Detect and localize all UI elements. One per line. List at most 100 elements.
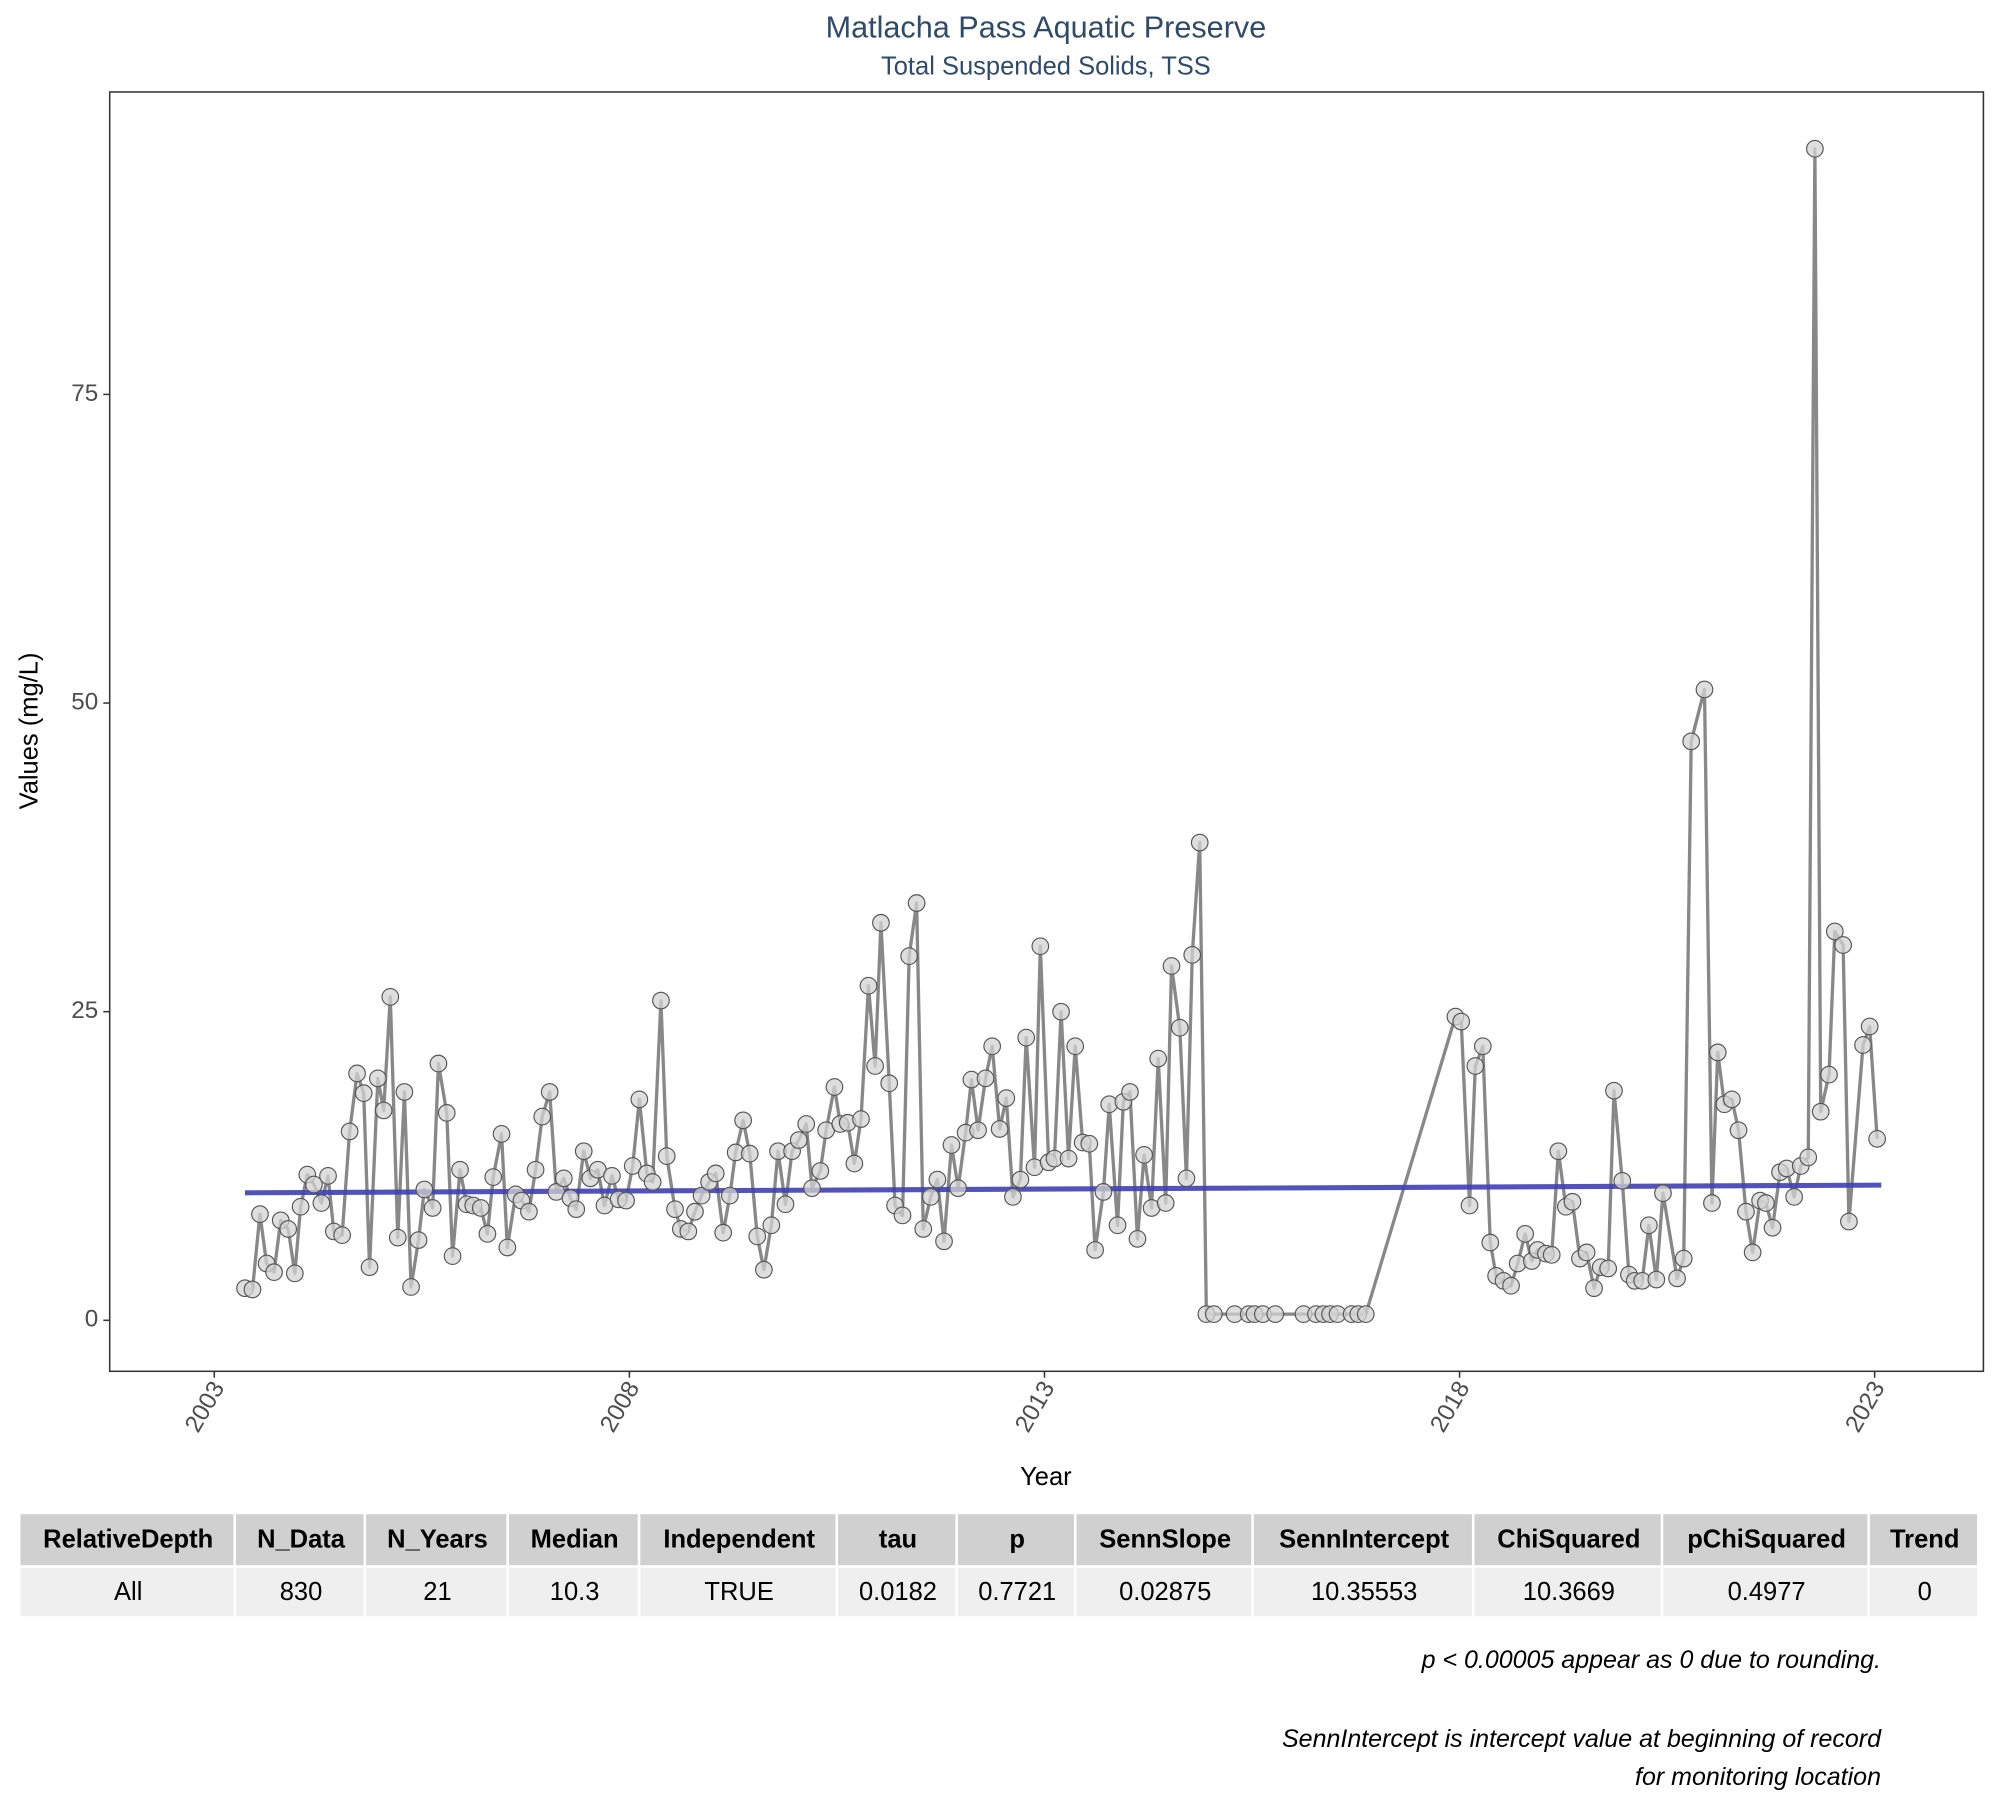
data-point xyxy=(1854,1036,1872,1054)
cell-text: 10.3 xyxy=(550,1578,600,1606)
data-point xyxy=(720,1186,739,1205)
table-cell xyxy=(1869,1567,1978,1617)
data-point xyxy=(914,1220,933,1238)
data-point xyxy=(395,1083,414,1101)
data-point xyxy=(1204,1305,1223,1324)
data-point xyxy=(643,1173,662,1191)
data-point xyxy=(825,1078,844,1096)
data-point xyxy=(976,1069,995,1088)
data-point xyxy=(526,1160,545,1179)
data-point xyxy=(368,1069,387,1088)
cell-text: 0 xyxy=(1918,1578,1932,1606)
header-cell xyxy=(1663,1514,1868,1566)
header-cell xyxy=(366,1514,507,1566)
data-point xyxy=(811,1162,830,1180)
data-point xyxy=(1840,1212,1858,1231)
data-point xyxy=(740,1144,759,1163)
data-point xyxy=(852,1110,870,1128)
data-point xyxy=(1868,1129,1887,1148)
data-point xyxy=(1149,1049,1168,1068)
data-point xyxy=(1647,1270,1666,1289)
data-point xyxy=(1170,1018,1189,1037)
data-point xyxy=(554,1169,573,1188)
note: p < 0.00005 appear as 0 due to rounding. xyxy=(1421,1646,1881,1674)
cell-text: 10.3669 xyxy=(1523,1578,1615,1606)
data-point xyxy=(533,1107,552,1126)
data-point xyxy=(348,1064,366,1083)
table-cell xyxy=(1253,1567,1472,1617)
data-point xyxy=(1674,1249,1693,1268)
data-point xyxy=(1108,1216,1127,1235)
data-point xyxy=(423,1199,442,1217)
data-point xyxy=(921,1187,940,1206)
data-point xyxy=(1811,1102,1830,1121)
data-point xyxy=(540,1083,559,1101)
data-point xyxy=(686,1202,704,1221)
data-point xyxy=(866,1057,884,1075)
data-point xyxy=(1799,1148,1818,1167)
column-header: N_Data xyxy=(257,1526,346,1554)
data-point xyxy=(1549,1142,1568,1161)
data-point xyxy=(285,1264,304,1283)
data-point xyxy=(1599,1259,1618,1278)
data-point xyxy=(603,1167,621,1185)
data-point xyxy=(1613,1171,1632,1190)
data-point xyxy=(990,1120,1009,1138)
cell-text: 0.4977 xyxy=(1728,1578,1806,1606)
cell-text: All xyxy=(114,1578,142,1606)
data-point xyxy=(333,1226,352,1244)
cell-text: 0.0182 xyxy=(859,1578,937,1606)
table-cell xyxy=(957,1567,1074,1617)
column-header: Independent xyxy=(663,1526,815,1554)
header-cell xyxy=(508,1514,638,1566)
data-point xyxy=(1516,1225,1535,1243)
data-point xyxy=(574,1142,593,1161)
data-point xyxy=(1052,1002,1070,1021)
table-cell xyxy=(235,1567,364,1617)
column-header: tau xyxy=(879,1526,917,1554)
data-point xyxy=(1502,1276,1520,1295)
data-point xyxy=(1011,1170,1030,1189)
header-cell xyxy=(838,1514,956,1566)
data-point xyxy=(354,1084,373,1103)
data-point xyxy=(623,1157,642,1175)
x-tick-label: 2018 xyxy=(1425,1377,1475,1437)
data-point xyxy=(1183,946,1202,964)
data-point xyxy=(1356,1305,1375,1324)
data-point xyxy=(652,991,670,1010)
data-point xyxy=(949,1179,968,1198)
data-point xyxy=(1156,1194,1175,1212)
data-point xyxy=(776,1195,795,1214)
data-point xyxy=(1094,1183,1113,1201)
data-point xyxy=(797,1115,816,1133)
data-point xyxy=(1542,1246,1561,1264)
data-point xyxy=(381,988,400,1006)
data-point xyxy=(942,1136,961,1154)
data-point xyxy=(1785,1187,1804,1206)
plot-panel xyxy=(108,91,1985,1373)
data-point xyxy=(478,1225,497,1243)
header-cell xyxy=(1474,1514,1661,1566)
data-point xyxy=(429,1054,448,1073)
x-axis-title: Year xyxy=(1020,1463,1072,1491)
data-point xyxy=(969,1121,987,1140)
data-point xyxy=(1577,1243,1596,1262)
data-point xyxy=(1723,1090,1741,1109)
table-cell xyxy=(1076,1567,1252,1617)
table-cell xyxy=(1474,1567,1661,1617)
header-cell xyxy=(20,1514,234,1566)
column-header: Trend xyxy=(1890,1526,1959,1554)
data-point xyxy=(251,1205,269,1224)
data-point xyxy=(748,1227,767,1246)
data-point xyxy=(1266,1305,1285,1324)
y-tick-label: 50 xyxy=(71,688,98,715)
data-point xyxy=(1121,1083,1139,1101)
data-point xyxy=(983,1037,1002,1056)
data-point xyxy=(789,1131,808,1149)
data-point xyxy=(859,976,878,995)
data-line xyxy=(244,147,1879,1316)
data-point xyxy=(388,1228,407,1247)
y-axis-title: Values (mg/L) xyxy=(15,653,43,810)
table-cell xyxy=(838,1567,956,1617)
